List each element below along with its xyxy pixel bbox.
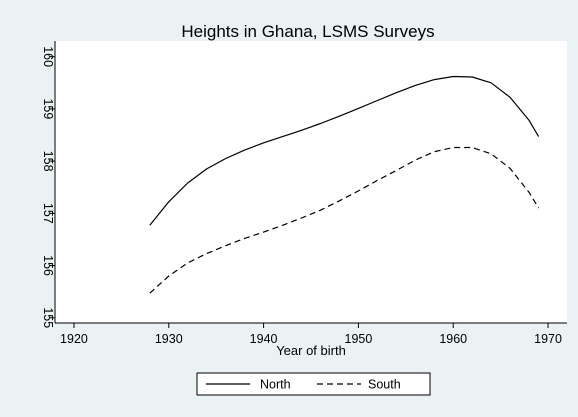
y-tick-label: 158	[41, 151, 55, 172]
y-tick-label: 160	[41, 46, 55, 67]
y-axis-ticks: 155 156 157 158 159 160	[41, 46, 55, 328]
legend-label-south: South	[368, 378, 401, 392]
x-tick-label: 1940	[250, 332, 278, 346]
x-axis-ticks: 1920 1930 1940 1950 1960 1970	[60, 323, 562, 346]
x-axis-label: Year of birth	[276, 343, 346, 358]
legend: North South	[196, 372, 431, 396]
chart-title: Heights in Ghana, LSMS Surveys	[181, 22, 434, 41]
series-layer	[149, 75, 540, 294]
y-tick-label: 157	[41, 203, 55, 224]
plot-area	[55, 41, 567, 323]
legend-label-north: North	[260, 378, 291, 392]
y-tick-label: 156	[41, 255, 55, 276]
y-tick-label: 155	[41, 307, 55, 328]
x-tick-label: 1920	[60, 332, 88, 346]
x-tick-label: 1950	[345, 332, 373, 346]
x-tick-label: 1960	[439, 332, 467, 346]
series-line-south	[149, 146, 540, 294]
x-tick-label: 1930	[155, 332, 183, 346]
series-line-north	[149, 75, 540, 226]
legend-box	[196, 372, 431, 396]
y-tick-label: 159	[41, 98, 55, 119]
x-tick-label: 1970	[534, 332, 562, 346]
